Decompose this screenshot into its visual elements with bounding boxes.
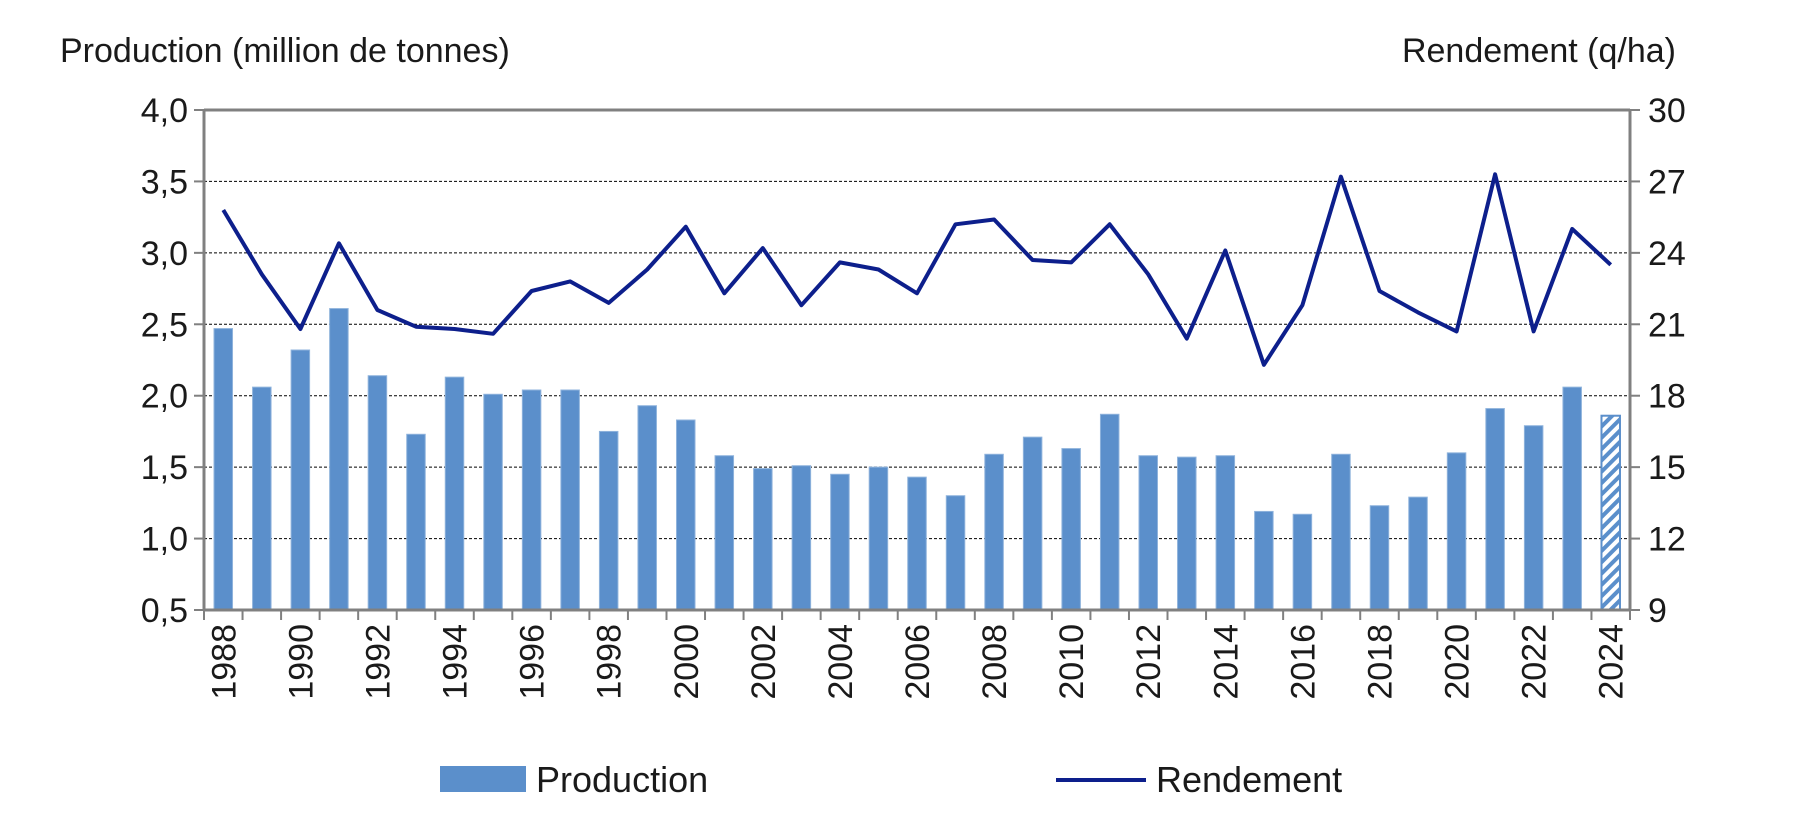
production-bar-2000	[676, 419, 696, 611]
production-bar-2002	[753, 468, 773, 611]
x-tick-label: 2016	[1284, 624, 1322, 700]
production-bar-2006	[907, 476, 927, 611]
rendement-line	[221, 172, 1613, 367]
production-bar-1990	[290, 349, 311, 611]
left-tick-label: 0,5	[141, 592, 188, 630]
production-bar-1997	[560, 389, 580, 611]
production-bar-2019	[1408, 496, 1428, 611]
axes	[202, 108, 1632, 612]
x-tick-label: 2020	[1439, 624, 1477, 700]
x-tick-label: 2006	[899, 624, 937, 700]
production-bar-2012	[1138, 455, 1158, 611]
right-tick-label: 24	[1648, 235, 1686, 273]
production-bar-1989	[252, 386, 272, 611]
production-bars	[213, 308, 1621, 612]
x-tick-label: 1998	[591, 624, 629, 700]
production-bar-2021	[1485, 408, 1505, 611]
x-tick-label: 2010	[1053, 624, 1091, 700]
production-bar-2007	[945, 495, 966, 611]
left-tick-label: 1,5	[141, 449, 188, 487]
production-bar-2023	[1562, 386, 1582, 611]
x-tick-label: 2024	[1593, 624, 1631, 700]
left-tick-label: 1,0	[141, 521, 188, 559]
production-bar-1999	[637, 405, 657, 611]
legend-rendement-label: Rendement	[1156, 759, 1342, 800]
right-tick-label: 15	[1648, 449, 1686, 487]
x-tick-label: 2014	[1207, 624, 1245, 700]
left-axis-ticks: 0,5 1,0 1,5 2,0 2,5 3,0 3,5 4,0	[141, 92, 204, 630]
left-tick-label: 4,0	[141, 92, 188, 130]
production-bar-2013	[1177, 456, 1197, 611]
production-bar-2017	[1331, 453, 1351, 611]
left-tick-label: 3,0	[141, 235, 188, 273]
production-bar-1992	[367, 375, 388, 611]
right-tick-label: 30	[1648, 92, 1686, 130]
right-tick-label: 21	[1648, 306, 1686, 344]
production-bar-2008	[984, 453, 1004, 611]
production-bar-2018	[1369, 505, 1390, 611]
right-tick-label: 12	[1648, 521, 1686, 559]
production-bar-1995	[483, 393, 503, 611]
x-tick-label: 2000	[668, 624, 706, 700]
right-axis-ticks: 9 12 15 18 21 24 27 30	[1630, 92, 1686, 630]
x-tick-label: 2018	[1361, 624, 1399, 700]
production-bar-2015	[1254, 510, 1274, 611]
production-bar-1998	[598, 430, 619, 611]
right-tick-label: 27	[1648, 163, 1686, 201]
production-bar-1991	[329, 308, 349, 611]
production-bar-2016	[1292, 513, 1313, 611]
production-bar-2003	[791, 465, 812, 611]
production-bar-2020	[1446, 452, 1467, 611]
legend-production-swatch	[440, 766, 526, 792]
production-bar-1996	[521, 389, 542, 611]
production-bar-2022	[1523, 425, 1544, 611]
right-axis-title: Rendement (q/ha)	[1402, 32, 1676, 70]
production-bar-1988	[213, 328, 234, 611]
left-tick-label: 3,5	[141, 163, 188, 201]
legend: Production Rendement	[440, 759, 1342, 800]
right-tick-label: 18	[1648, 378, 1686, 416]
x-tick-label: 2004	[822, 624, 860, 700]
production-bar-2005	[868, 466, 889, 611]
left-tick-label: 2,0	[141, 378, 188, 416]
x-axis-ticks: 1988 1990 1992 1994 1996 1998 2000 2002 2004 2006…	[203, 610, 1631, 700]
production-bar-1994	[444, 376, 465, 611]
x-tick-label: 2012	[1130, 624, 1168, 700]
rendement-line-group	[221, 172, 1613, 367]
production-bar-2009	[1022, 436, 1043, 611]
left-axis-title: Production (million de tonnes)	[60, 32, 510, 70]
x-tick-label: 2022	[1516, 624, 1554, 700]
x-tick-label: 1994	[437, 624, 475, 700]
production-bar-2011	[1099, 413, 1120, 611]
production-bar-2024	[1600, 414, 1621, 612]
x-tick-label: 1988	[205, 624, 243, 700]
legend-production-label: Production	[536, 759, 708, 800]
left-tick-label: 2,5	[141, 306, 188, 344]
x-tick-label: 2008	[976, 624, 1014, 700]
x-tick-label: 1990	[282, 624, 320, 700]
production-bar-2001	[714, 455, 735, 611]
production-bar-2004	[830, 473, 850, 611]
x-tick-label: 1996	[514, 624, 552, 700]
x-tick-label: 1992	[359, 624, 397, 700]
x-tick-label: 2002	[745, 624, 783, 700]
production-bar-1993	[406, 433, 426, 611]
production-bar-2010	[1061, 448, 1081, 611]
production-bar-2014	[1215, 455, 1236, 611]
right-tick-label: 9	[1648, 592, 1667, 630]
